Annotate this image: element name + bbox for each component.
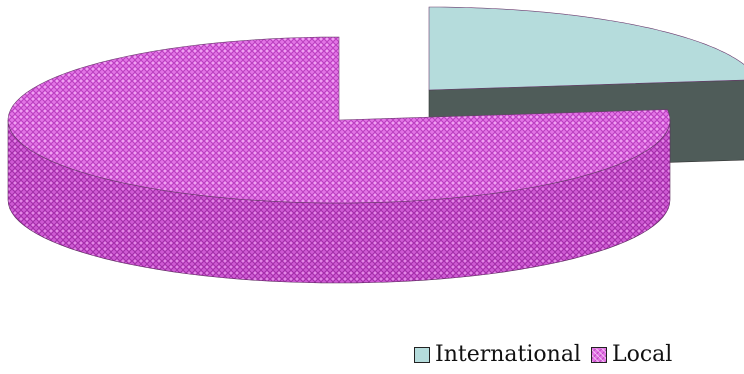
legend-item-local: Local: [590, 342, 673, 367]
pie-slice-local: [7, 36, 671, 204]
legend-swatch-international: [414, 346, 430, 363]
legend-item-international: International: [414, 342, 581, 367]
legend-label-international: International: [435, 342, 581, 367]
pie-slice-international: [428, 6, 744, 91]
legend-swatch-local: [590, 346, 607, 363]
legend-label-local: Local: [611, 342, 673, 367]
legend: International Local: [414, 342, 672, 367]
